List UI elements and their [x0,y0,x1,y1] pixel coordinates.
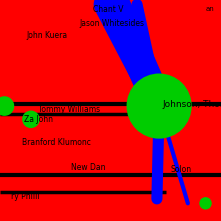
Text: an: an [206,6,214,12]
Point [204,202,207,205]
Text: Jason Whitesides: Jason Whitesides [80,19,145,28]
Text: ry Philli: ry Philli [11,192,40,201]
Point [29,118,33,121]
Text: John Kuera: John Kuera [27,31,68,40]
Text: Chant V: Chant V [93,6,123,14]
Text: Solon: Solon [170,165,191,173]
Point [157,104,161,108]
Text: Za John: Za John [24,115,53,124]
Point [3,104,6,108]
Text: New Dan: New Dan [71,164,105,172]
Text: Branford Klumonc: Branford Klumonc [22,138,91,147]
Text: Johnson, Thoma: Johnson, Thoma [162,101,221,109]
Text: Tommy Williams: Tommy Williams [38,105,100,114]
